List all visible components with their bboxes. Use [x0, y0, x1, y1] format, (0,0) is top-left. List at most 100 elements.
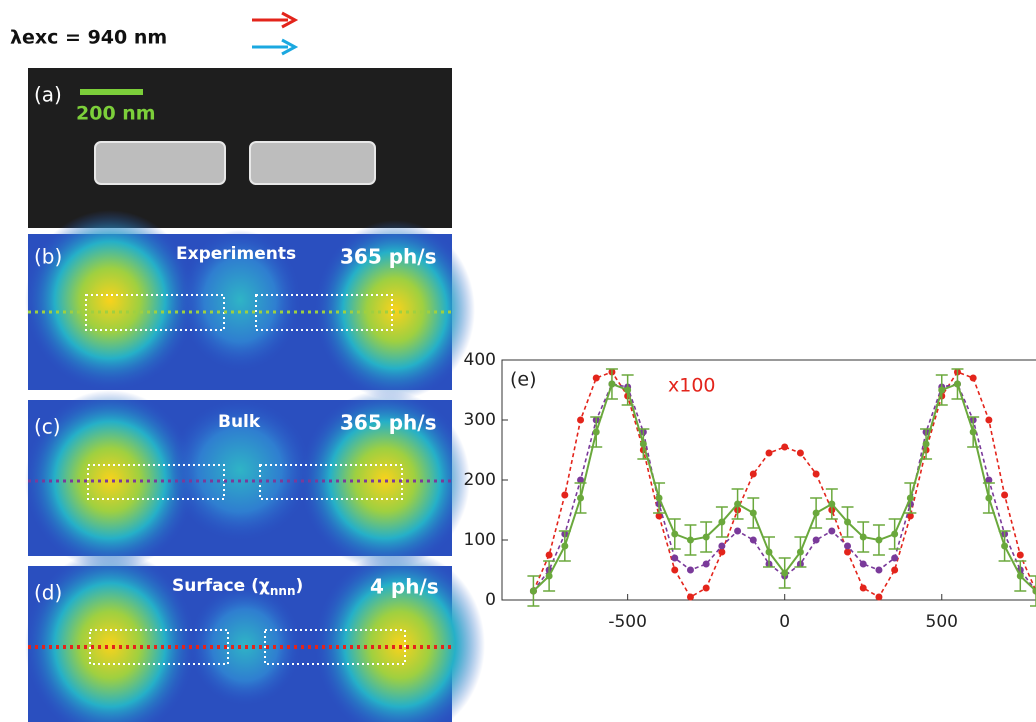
- data-point: [828, 500, 836, 508]
- data-point: [891, 566, 899, 574]
- title-text: Surface (χ: [172, 576, 270, 596]
- data-point: [702, 533, 710, 541]
- annotation: x100: [668, 375, 716, 397]
- heatmap-b: (b) Experiments 365 ph/s: [25, 210, 475, 400]
- data-point: [812, 509, 820, 517]
- data-point: [577, 494, 585, 502]
- data-point: [891, 554, 899, 562]
- panel-title: Surface (χnnn): [172, 576, 303, 598]
- title-sub: nnn: [270, 584, 296, 598]
- panel-title: Bulk: [218, 412, 261, 432]
- x-tick-label: 0: [779, 612, 790, 632]
- panel-label: (a): [34, 83, 62, 107]
- data-point: [906, 494, 914, 502]
- data-point: [1016, 572, 1024, 580]
- data-point: [844, 548, 852, 556]
- data-point: [891, 530, 899, 538]
- data-point: [859, 560, 867, 568]
- data-point: [969, 428, 977, 436]
- data-point: [561, 542, 569, 550]
- data-point: [765, 548, 773, 556]
- panel-rate: 365 ph/s: [340, 245, 436, 269]
- data-point: [859, 584, 867, 592]
- y-tick-label: 300: [464, 410, 496, 430]
- y-tick-label: 200: [464, 470, 496, 490]
- data-point: [686, 566, 694, 574]
- data-point: [608, 380, 616, 388]
- data-point: [734, 500, 742, 508]
- data-point: [938, 386, 946, 394]
- data-point: [875, 593, 883, 601]
- data-point: [749, 470, 757, 478]
- arrows: [252, 11, 299, 56]
- panel-rate: 365 ph/s: [340, 411, 436, 435]
- data-point: [671, 530, 679, 538]
- data-point: [859, 533, 867, 541]
- data-point: [985, 416, 993, 424]
- data-point: [1001, 491, 1009, 499]
- data-point: [953, 380, 961, 388]
- data-point: [906, 512, 914, 520]
- data-point: [781, 443, 789, 451]
- data-point: [828, 527, 836, 535]
- panel-label: (b): [34, 245, 62, 269]
- data-point: [577, 476, 585, 484]
- data-point: [781, 569, 789, 577]
- sem-panel: (a) 200 nm: [28, 68, 452, 228]
- data-point: [969, 374, 977, 382]
- data-point: [1016, 551, 1024, 559]
- data-point: [796, 548, 804, 556]
- data-point: [844, 542, 852, 550]
- data-point: [655, 494, 663, 502]
- x-tick-label: 500: [926, 612, 958, 632]
- data-point: [702, 584, 710, 592]
- heatmap-d: (d) Surface (χnnn) 4 ph/s: [25, 550, 485, 722]
- data-point: [875, 566, 883, 574]
- panel-rate: 4 ph/s: [370, 575, 439, 599]
- data-point: [686, 536, 694, 544]
- data-point: [749, 509, 757, 517]
- data-point: [812, 536, 820, 544]
- data-point: [734, 527, 742, 535]
- header-title: λexc = 940 nm: [10, 27, 167, 49]
- panel-label: (c): [34, 415, 61, 439]
- data-point: [796, 449, 804, 457]
- data-point: [844, 518, 852, 526]
- data-point: [655, 512, 663, 520]
- data-point: [702, 560, 710, 568]
- data-point: [1032, 587, 1036, 595]
- x-tick-label: -500: [608, 612, 647, 632]
- data-point: [718, 518, 726, 526]
- data-point: [922, 440, 930, 448]
- data-point: [686, 593, 694, 601]
- panel-label: (d): [34, 581, 62, 605]
- y-tick-label: 100: [464, 530, 496, 550]
- data-point: [1001, 542, 1009, 550]
- y-tick-label: 400: [464, 350, 496, 370]
- data-point: [592, 374, 600, 382]
- line-chart: 0 100 200 300 400 -500 0 500 (e) x100: [464, 350, 1036, 632]
- title-end: ): [296, 576, 304, 596]
- data-point: [639, 440, 647, 448]
- data-point: [749, 536, 757, 544]
- data-point: [671, 566, 679, 574]
- data-point: [718, 542, 726, 550]
- data-point: [875, 536, 883, 544]
- panel-label: (e): [510, 369, 537, 391]
- data-point: [545, 572, 553, 580]
- y-tick-label: 0: [485, 590, 496, 610]
- data-point: [985, 476, 993, 484]
- data-point: [624, 386, 632, 394]
- data-point: [718, 548, 726, 556]
- data-point: [592, 428, 600, 436]
- data-point: [529, 587, 537, 595]
- data-point: [765, 449, 773, 457]
- heatmap-c: (c) Bulk 365 ph/s: [25, 390, 470, 570]
- data-point: [577, 416, 585, 424]
- panel-title: Experiments: [176, 244, 296, 264]
- data-point: [561, 491, 569, 499]
- data-point: [985, 494, 993, 502]
- series-line: [532, 371, 1036, 599]
